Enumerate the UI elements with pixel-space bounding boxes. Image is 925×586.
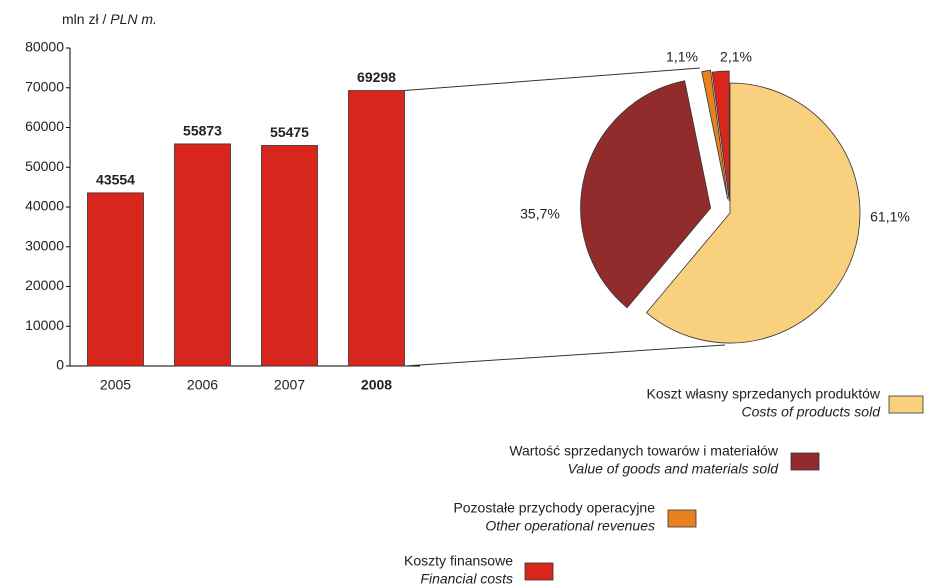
y-tick-label: 70000 [25,78,64,94]
y-tick-label: 30000 [25,237,64,253]
y-tick-label: 40000 [25,198,64,214]
data-label: 55873 [183,123,222,139]
y-tick-label: 80000 [25,39,64,55]
legend-swatch [524,562,554,581]
pie-slice [645,82,861,344]
slice-label: 61,1% [870,209,910,225]
bar [174,143,231,367]
legend-label-en: Other operational revenues [485,518,655,534]
x-tick-label: 2008 [361,377,392,393]
data-label: 55475 [270,124,309,140]
y-tick-label: 10000 [25,317,64,333]
legend-label: Wartość sprzedanych towarów i materiałów [509,443,779,459]
legend-label: Koszt własny sprzedanych produktów [647,386,881,402]
pie-slice [711,70,730,202]
bar [87,192,144,367]
connector [404,67,701,92]
legend-label-en: Costs of products sold [741,404,881,420]
slice-label: 2,1% [720,49,752,65]
connector [404,344,726,367]
slice-label: 35,7% [520,206,560,222]
y-tick-label: 50000 [25,158,64,174]
y-tick-label: 60000 [25,118,64,134]
legend-swatch [790,452,820,471]
pie-slice [580,80,712,309]
legend-label: Koszty finansowe [404,553,513,569]
bar [261,145,318,367]
x-tick-label: 2007 [274,377,305,393]
y-tick-label: 0 [56,357,64,373]
legend-label-en: Value of goods and materials sold [568,461,780,477]
data-label: 69298 [357,69,396,85]
x-tick-label: 2005 [100,377,131,393]
x-tick-label: 2006 [187,377,218,393]
pie-slice [701,69,729,200]
data-label: 43554 [96,172,135,188]
legend-swatch [888,395,924,414]
y-axis-label: mln zł / PLN m. [62,11,157,27]
slice-label: 1,1% [666,49,698,65]
legend-label: Pozostałe przychody operacyjne [453,500,655,516]
legend-label-en: Financial costs [420,571,513,586]
legend-swatch [667,509,697,528]
y-tick-label: 20000 [25,277,64,293]
bar [348,90,405,367]
